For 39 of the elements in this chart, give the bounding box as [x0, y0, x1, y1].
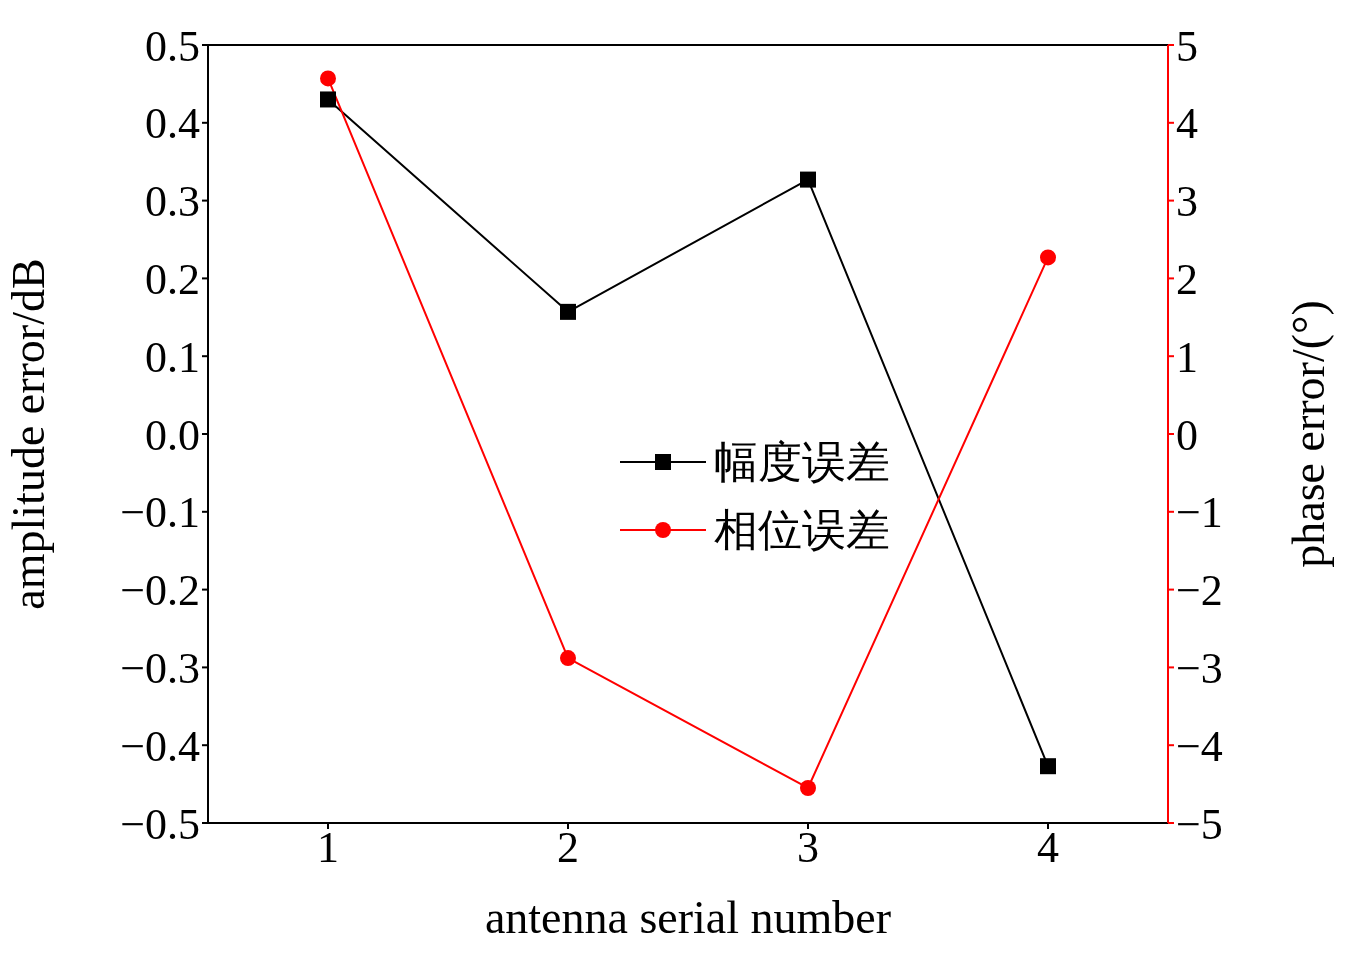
- y-tick-label: 0.4: [145, 99, 200, 149]
- y2-tick-label: −5: [1176, 799, 1223, 849]
- legend-label: 幅度误差: [714, 436, 890, 489]
- point: [1040, 758, 1056, 775]
- y-tick-label: 0.2: [145, 255, 200, 305]
- point: [560, 303, 576, 320]
- point: [320, 91, 336, 108]
- y2-axis-title: phase error/(°): [1283, 300, 1335, 568]
- y-tick-label: 0.0: [145, 410, 200, 460]
- y-tick-label: 0.1: [145, 332, 200, 382]
- x-tick-label: 4: [1037, 823, 1059, 873]
- point: [800, 171, 816, 188]
- y-tick-label: −0.3: [120, 644, 200, 694]
- y2-tick-label: 0: [1176, 410, 1198, 460]
- y2-tick-label: 2: [1176, 255, 1198, 305]
- y-tick-label: −0.4: [120, 721, 200, 771]
- y-tick-label: 0.3: [145, 177, 200, 227]
- point: [800, 779, 816, 796]
- y2-tick-label: 4: [1176, 99, 1198, 149]
- y2-tick-label: 5: [1176, 21, 1198, 71]
- y-tick-label: −0.1: [120, 488, 200, 538]
- y-axis-title: amplitude error/dB: [3, 258, 55, 610]
- y2-tick-label: 1: [1176, 332, 1198, 382]
- y2-tick-label: −1: [1176, 488, 1223, 538]
- y-tick-label: −0.5: [120, 799, 200, 849]
- legend-label: 相位误差: [714, 504, 890, 557]
- x-axis-title: antenna serial number: [484, 892, 892, 943]
- x-tick-label: 3: [797, 823, 819, 873]
- y-tick-label: −0.2: [120, 566, 200, 616]
- x-tick-label: 1: [317, 823, 339, 873]
- point: [560, 650, 576, 667]
- point: [320, 70, 336, 87]
- x-tick-label: 2: [557, 823, 579, 873]
- y2-tick-label: 3: [1176, 177, 1198, 227]
- y2-tick-label: −3: [1176, 644, 1223, 694]
- y2-tick-label: −4: [1176, 721, 1223, 771]
- y-tick-label: 0.5: [145, 21, 200, 71]
- y2-tick-label: −2: [1176, 566, 1223, 616]
- point: [1040, 249, 1056, 266]
